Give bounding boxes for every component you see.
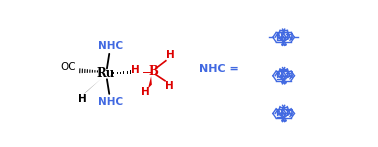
Polygon shape	[148, 76, 152, 88]
Text: NHC: NHC	[98, 97, 123, 107]
Text: B: B	[149, 65, 158, 78]
Text: N: N	[275, 71, 282, 80]
Text: N: N	[285, 33, 293, 42]
Text: H: H	[131, 65, 140, 75]
Text: H: H	[78, 94, 87, 104]
Text: Ru: Ru	[96, 67, 115, 80]
Text: NHC: NHC	[98, 41, 123, 51]
Text: N: N	[275, 109, 282, 118]
Polygon shape	[83, 78, 102, 95]
Text: H: H	[165, 81, 174, 91]
Text: N: N	[275, 33, 282, 42]
Text: NHC =: NHC =	[199, 64, 239, 74]
Text: H: H	[166, 50, 175, 60]
Text: N: N	[285, 109, 293, 118]
Text: OC: OC	[60, 62, 76, 72]
Text: N: N	[285, 71, 293, 80]
Text: H: H	[141, 87, 149, 97]
